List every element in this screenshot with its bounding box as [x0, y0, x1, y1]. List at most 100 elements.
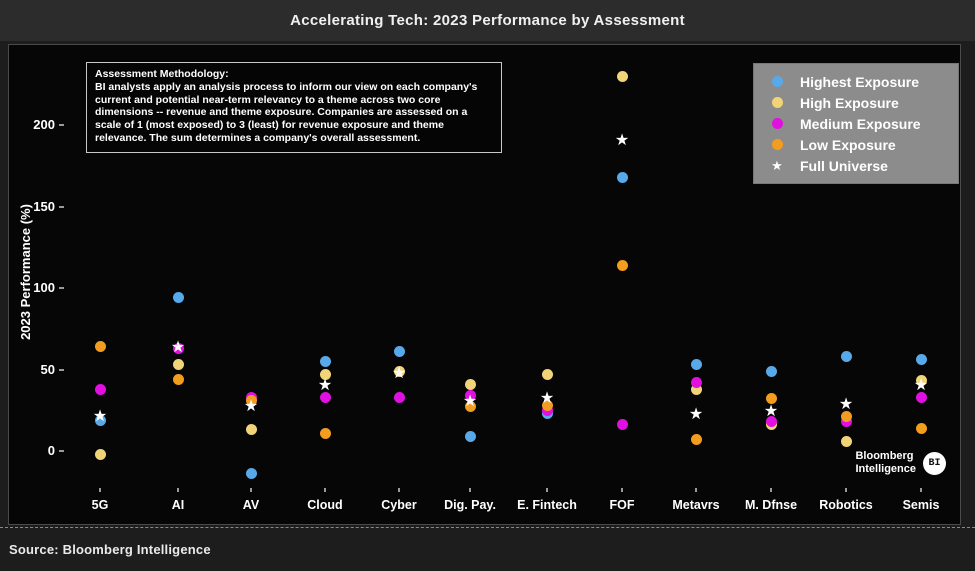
y-tick-mark: [59, 450, 64, 452]
data-point: ★: [462, 393, 478, 411]
data-point: [319, 391, 331, 403]
data-point: [319, 355, 331, 367]
legend-item: Low Exposure: [754, 134, 952, 155]
x-category-label: AV: [242, 498, 260, 512]
x-tick-mark: [324, 488, 326, 492]
data-point: [464, 430, 476, 442]
x-category-label: Metavrs: [672, 498, 720, 512]
data-point: ★: [913, 376, 929, 394]
y-tick-mark: [59, 124, 64, 126]
data-point: [172, 359, 184, 371]
data-point: [915, 354, 927, 366]
data-point: [765, 416, 777, 428]
data-point: [94, 383, 106, 395]
data-point: [94, 341, 106, 353]
data-point: [616, 419, 628, 431]
data-point: [616, 70, 628, 82]
y-tick-mark: [59, 368, 64, 371]
y-tick-label: 0: [47, 443, 55, 458]
data-point: ★: [838, 396, 854, 414]
legend-item: High Exposure: [754, 92, 952, 113]
data-point: ★: [614, 132, 630, 150]
legend-item: Highest Exposure: [754, 71, 952, 92]
legend-star-icon: ★: [771, 158, 783, 173]
legend-label: Highest Exposure: [800, 73, 920, 90]
bi-badge-icon: BI: [923, 451, 946, 475]
y-tick-label: 100: [33, 280, 55, 295]
x-category-label: Dig. Pay.: [444, 498, 496, 512]
data-point: ★: [317, 376, 333, 394]
x-category-label: FOF: [609, 498, 635, 512]
data-point: [765, 365, 777, 377]
chart-title-bar: Accelerating Tech: 2023 Performance by A…: [0, 0, 975, 41]
data-point: [94, 448, 106, 460]
legend-dot-icon: [754, 97, 800, 108]
chart-legend: Highest Exposure High Exposure Medium Expo…: [753, 63, 959, 184]
data-point: [464, 390, 476, 402]
x-tick-mark: [398, 488, 400, 492]
x-category-label: E. Fintech: [517, 498, 577, 512]
y-tick-label: 150: [33, 198, 55, 214]
x-category-label: Semis: [902, 498, 940, 512]
data-point: [172, 292, 184, 304]
data-point: [172, 342, 184, 354]
data-point: ★: [763, 402, 779, 420]
data-point: [393, 365, 405, 377]
legend-item: Medium Exposure: [754, 113, 952, 134]
y-tick-label: 200: [33, 117, 55, 132]
x-tick-mark: [695, 488, 697, 492]
data-point: [464, 378, 476, 390]
source-bar: Source: Bloomberg Intelligence: [0, 527, 975, 571]
x-tick-mark: [920, 488, 922, 492]
x-tick-mark: [99, 488, 101, 492]
x-tick-mark: [177, 488, 179, 492]
legend-label: Low Exposure: [800, 136, 896, 153]
x-category-label: 5G: [91, 498, 109, 512]
legend-item: ★ Full Universe: [754, 155, 952, 176]
y-tick-label: 50: [40, 361, 55, 377]
data-point: [616, 259, 628, 271]
data-point: [690, 383, 702, 395]
data-point: [245, 394, 257, 406]
data-point: ★: [243, 397, 259, 415]
data-point: [840, 435, 852, 447]
chart-panel: 2023 Performance (%) 0 50 100 150 200 5G AI AV C…: [8, 44, 961, 525]
data-point: [616, 171, 628, 183]
x-tick-mark: [546, 488, 548, 492]
data-point: [765, 393, 777, 405]
data-point: [541, 368, 553, 380]
logo-text: Bloomberg Intelligence: [855, 450, 916, 476]
data-point: [690, 377, 702, 389]
data-point: [840, 411, 852, 423]
data-point: [245, 424, 257, 436]
methodology-body: BI analysts apply an analysis process to…: [95, 80, 478, 144]
legend-dot-icon: [754, 76, 800, 87]
y-tick-mark: [59, 287, 64, 289]
chart-title: Accelerating Tech: 2023 Performance by A…: [290, 12, 685, 29]
data-point: ★: [688, 406, 704, 424]
x-tick-mark: [621, 488, 623, 492]
data-point: [393, 391, 405, 403]
legend-dot-icon: [754, 118, 800, 129]
data-point: [319, 368, 331, 380]
x-category-label: Cyber: [381, 498, 417, 512]
data-point: [172, 373, 184, 385]
data-point: [915, 422, 927, 434]
data-point: [245, 468, 257, 480]
methodology-note: Assessment Methodology: BI analysts appl…: [86, 62, 502, 153]
x-category-label: M. Dfnse: [744, 498, 798, 512]
data-point: [690, 359, 702, 371]
data-point: ★: [539, 389, 555, 407]
data-point: [541, 399, 553, 411]
data-point: [915, 375, 927, 387]
data-point: [690, 434, 702, 446]
logo-line2: Intelligence: [855, 463, 916, 476]
data-point: [94, 414, 106, 426]
data-point: [840, 350, 852, 362]
legend-dot-icon: [754, 139, 800, 150]
data-point: [393, 346, 405, 358]
y-tick-mark: [59, 205, 64, 208]
x-tick-mark: [469, 488, 471, 492]
methodology-heading: Assessment Methodology:: [95, 68, 229, 80]
bloomberg-intelligence-logo: Bloomberg Intelligence BI: [855, 450, 946, 476]
